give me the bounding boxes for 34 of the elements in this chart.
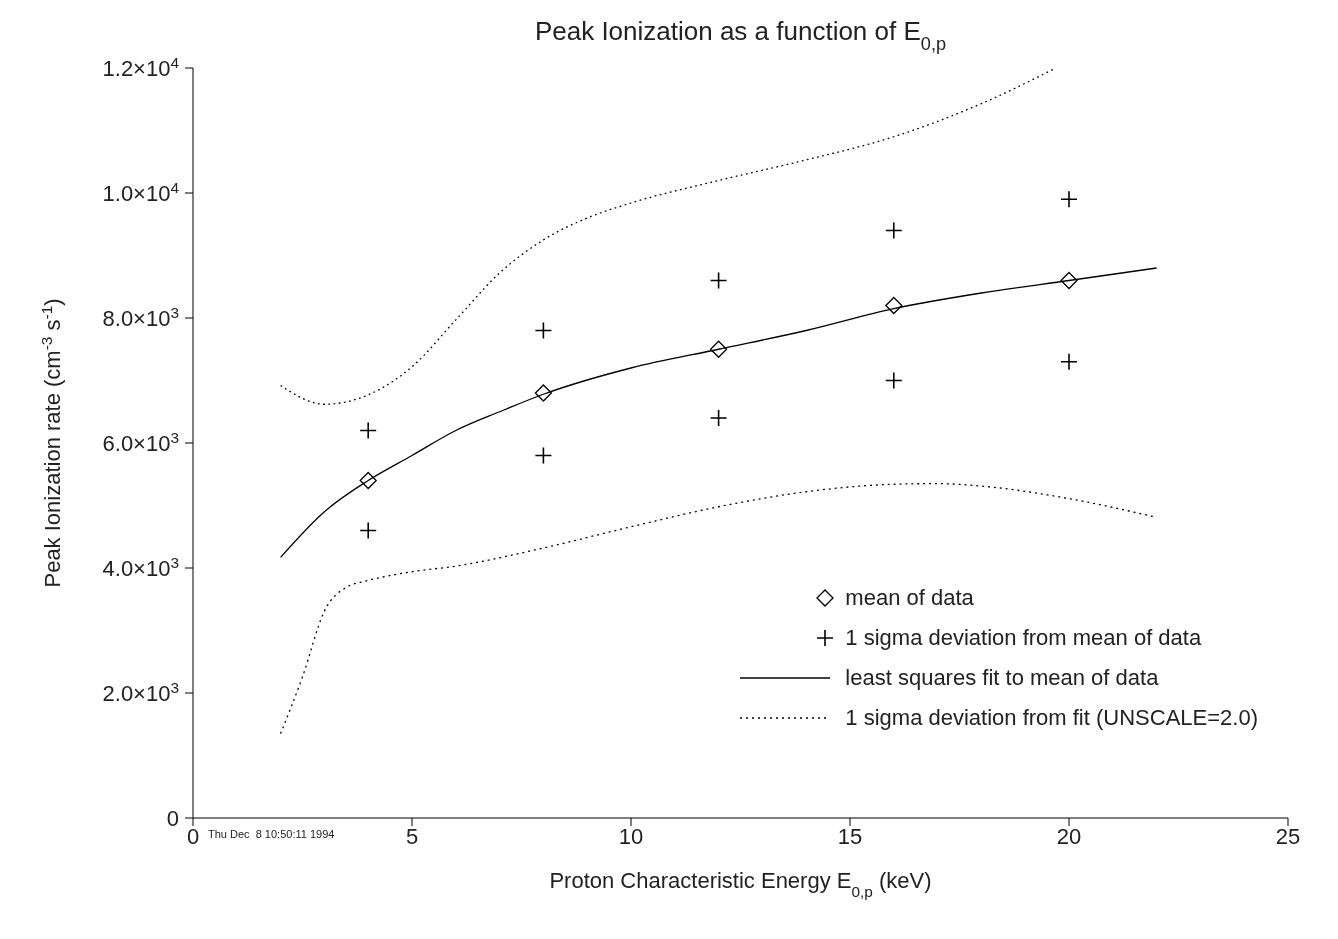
y-tick-label: 4.0×10$^{3}$: [102, 553, 179, 581]
y-tick-label: 8.0×10$^{3}$: [102, 303, 179, 331]
x-tick-label: 5: [405, 823, 419, 849]
y-tick-label: 6.0×10$^{3}$: [102, 428, 179, 456]
point: [709, 409, 728, 427]
x-axis-title: Proton Characteristic Energy E$_{0,p}$ (keV): [549, 868, 932, 900]
x-tick-label: 0: [186, 823, 200, 849]
y-tick-label: 2.0×10$^{3}$: [102, 678, 179, 706]
point: [1060, 271, 1078, 290]
point: [885, 296, 903, 315]
chart-title: Peak Ionization as a function of E$_{0,p}$: [534, 16, 947, 54]
legend-label: mean of data: [845, 585, 974, 611]
y-tick-label: 0: [166, 806, 179, 831]
point: [885, 371, 903, 390]
y-tick-label: 1.2×10$^{4}$: [102, 53, 180, 81]
legend-label: 1 sigma deviation from fit (UNSCALE=2.0): [845, 705, 1258, 731]
x-tick-label: 15: [837, 823, 863, 849]
point: [534, 446, 553, 465]
point: [534, 384, 553, 402]
legend-label: 1 sigma deviation from mean of data: [845, 625, 1202, 651]
point: [359, 421, 377, 440]
point: [359, 471, 377, 490]
point: [709, 271, 728, 290]
x-tick-label: 10: [618, 823, 644, 849]
point: [359, 521, 377, 540]
y-tick-label: 1.0×10$^{4}$: [102, 178, 180, 206]
x-tick-label: 20: [1056, 823, 1082, 849]
line-series: [279, 267, 1158, 559]
x-tick-label: 25: [1275, 823, 1301, 849]
legend-label: least squares fit to mean of data: [845, 665, 1159, 691]
point: [885, 221, 903, 240]
point: [534, 321, 553, 340]
text: Thu Dec 8 10:50:11 1994: [208, 828, 335, 840]
point: [709, 340, 728, 358]
